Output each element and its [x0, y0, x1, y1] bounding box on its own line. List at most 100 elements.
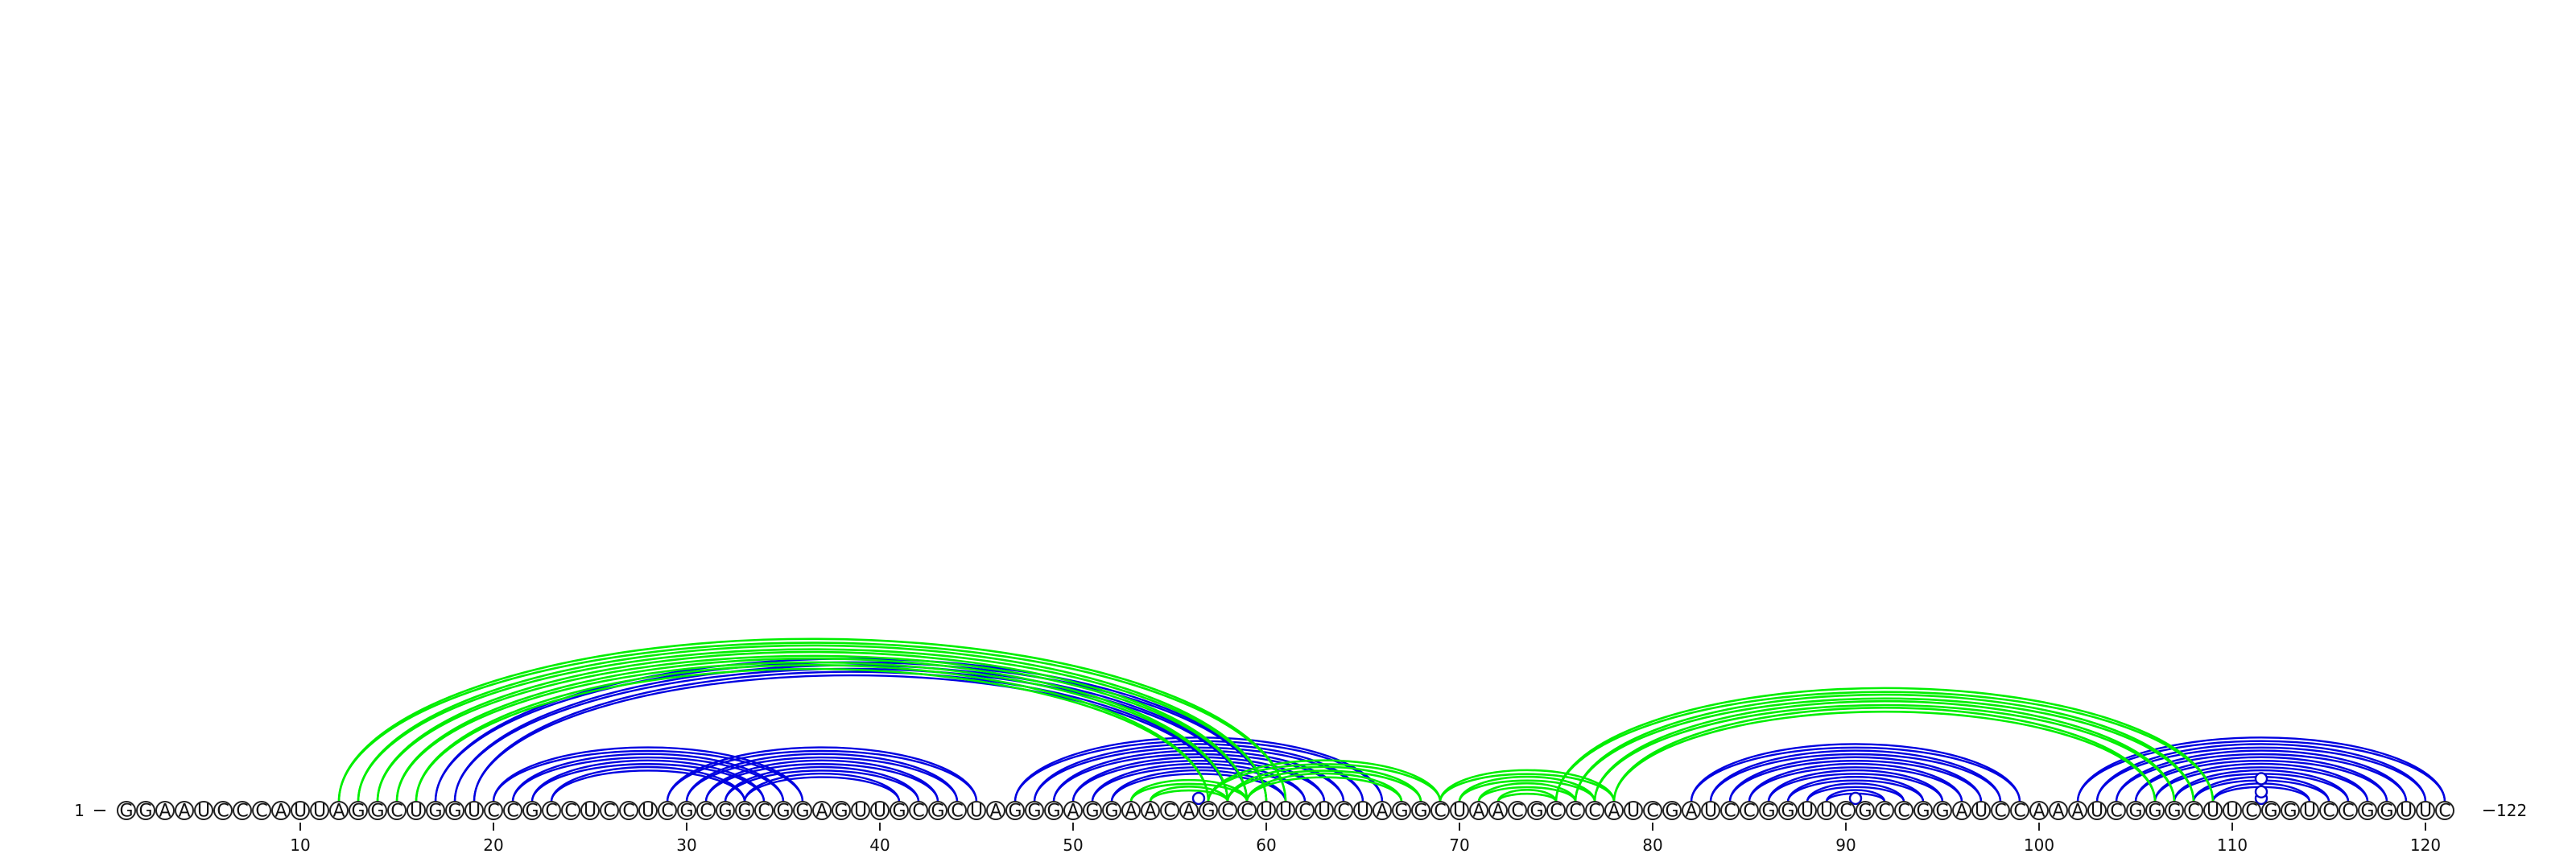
nucleotide: A	[1682, 801, 1701, 822]
nucleotide-letter: G	[931, 802, 944, 822]
nucleotide-circle	[329, 801, 349, 820]
predicted-pair-arc	[1477, 782, 1577, 802]
nucleotide-letter: A	[1472, 802, 1484, 822]
nucleotide-letter: C	[758, 802, 770, 822]
reference-pair-arc	[1728, 759, 1983, 802]
nucleotide-circle	[2203, 801, 2223, 820]
nucleotide: U	[967, 801, 986, 822]
nucleotide-letter: C	[912, 802, 924, 822]
nucleotide-circle	[716, 801, 735, 820]
nucleotide-circle	[1005, 801, 1025, 820]
nucleotide-circle	[2029, 801, 2049, 820]
nucleotide: C	[1295, 801, 1315, 822]
nucleotide-letter: C	[1646, 802, 1658, 822]
predicted-pair-arc	[1477, 786, 1577, 802]
axis-tick-label: 70	[1449, 835, 1469, 855]
nucleotide: C	[2184, 801, 2203, 822]
nucleotide-letter: G	[119, 802, 133, 822]
nucleotide-letter: C	[2187, 802, 2199, 822]
reference-pair-arc	[724, 769, 920, 802]
nucleotide-letter: C	[1241, 802, 1253, 822]
nucleotide-letter: A	[1955, 802, 1967, 822]
nucleotide-letter: U	[313, 802, 326, 822]
nucleotide: U	[1315, 801, 1334, 822]
nucleotide-letter: C	[236, 802, 248, 822]
nucleotide-letter: A	[1144, 802, 1156, 822]
nucleotide-letter: U	[2303, 802, 2316, 822]
nucleotide-circle	[1488, 801, 1508, 820]
nucleotide-letter: A	[2071, 802, 2083, 822]
nucleotide-letter: A	[1183, 802, 1195, 822]
nucleotide-circle	[1295, 801, 1315, 820]
reference-pair-arc	[2153, 766, 2369, 802]
nucleotide-circle	[1392, 801, 1411, 820]
axis-tick-label: 50	[1063, 835, 1083, 855]
reference-pair-arc	[1091, 766, 1307, 802]
nucleotide: A	[1063, 801, 1083, 822]
nucleotide-circle	[735, 801, 754, 820]
nucleotide-letter: U	[873, 802, 886, 822]
predicted-pair-arc	[1612, 707, 2157, 802]
nucleotide-letter: U	[1704, 802, 1717, 822]
nucleotide-letter: C	[1511, 802, 1523, 822]
nucleotide-circle	[484, 801, 503, 820]
nucleotide-letter: C	[1163, 802, 1175, 822]
nucleotide-letter: U	[1260, 802, 1273, 822]
nucleotide-circle	[2300, 801, 2319, 820]
nucleotide-circle	[2358, 801, 2377, 820]
nucleotide-letter: G	[2167, 802, 2181, 822]
nucleotide-circle	[658, 801, 677, 820]
nucleotide-letter: G	[1201, 802, 1215, 822]
nucleotide: G	[1102, 801, 1121, 822]
nucleotide: C	[658, 801, 677, 822]
nucleotide-letter: G	[448, 802, 461, 822]
nucleotide: C	[1894, 801, 1913, 822]
nucleotide: A	[812, 801, 832, 822]
nucleotide-circle	[1315, 801, 1334, 820]
nucleotide-circle	[1991, 801, 2010, 820]
nucleotide: C	[1508, 801, 1527, 822]
nucleotide-letter: C	[1743, 802, 1755, 822]
reference-pair-arc	[2134, 756, 2388, 802]
nucleotide-letter: U	[2226, 802, 2239, 822]
nucleotide-letter: G	[2128, 802, 2142, 822]
nucleotide: A	[986, 801, 1005, 822]
sequence-start-label: 1	[74, 801, 85, 820]
nucleotide-circle	[349, 801, 368, 820]
nucleotide-circle	[812, 801, 832, 820]
nucleotide: C	[909, 801, 928, 822]
nucleotide-circle	[793, 801, 812, 820]
nucleotide-letter: C	[2013, 802, 2025, 822]
nucleotide: A	[1604, 801, 1624, 822]
nucleotide-circle	[1237, 801, 1257, 820]
reference-pair-arc	[2115, 749, 2408, 802]
nucleotide-circle	[2416, 801, 2435, 820]
nucleotide-circle	[1933, 801, 1952, 820]
nucleotide: C	[1566, 801, 1585, 822]
nucleotide-letter: U	[2400, 802, 2413, 822]
predicted-pair-arc	[1554, 687, 2215, 802]
nucleotide-circle	[445, 801, 464, 820]
predicted-pair-arc	[1226, 769, 1422, 802]
reference-pair-arc	[2095, 746, 2427, 802]
reference-pair-arc	[530, 763, 766, 802]
nucleotide-letter: A	[1125, 802, 1137, 822]
nucleotide-letter: G	[718, 802, 732, 822]
nucleotide: A	[1488, 801, 1508, 822]
nucleotide-circle	[522, 801, 542, 820]
sequence-end-label: 122	[2496, 801, 2527, 820]
nucleotide-letter: C	[1897, 802, 1909, 822]
nucleotide-letter: C	[1434, 802, 1446, 822]
nucleotide-circle	[2068, 801, 2087, 820]
nucleotide: G	[2126, 801, 2145, 822]
nucleotide-letter: A	[1376, 802, 1388, 822]
nucleotide-letter: U	[970, 802, 983, 822]
nucleotide-circle	[2339, 801, 2358, 820]
reference-pair-arc	[550, 765, 746, 802]
predicted-pair-arc	[415, 664, 1210, 802]
reference-pair-arc	[1767, 769, 1944, 802]
nucleotide: G	[349, 801, 368, 822]
reference-pair-arc	[2115, 753, 2408, 802]
nucleotide-circle	[155, 801, 175, 820]
